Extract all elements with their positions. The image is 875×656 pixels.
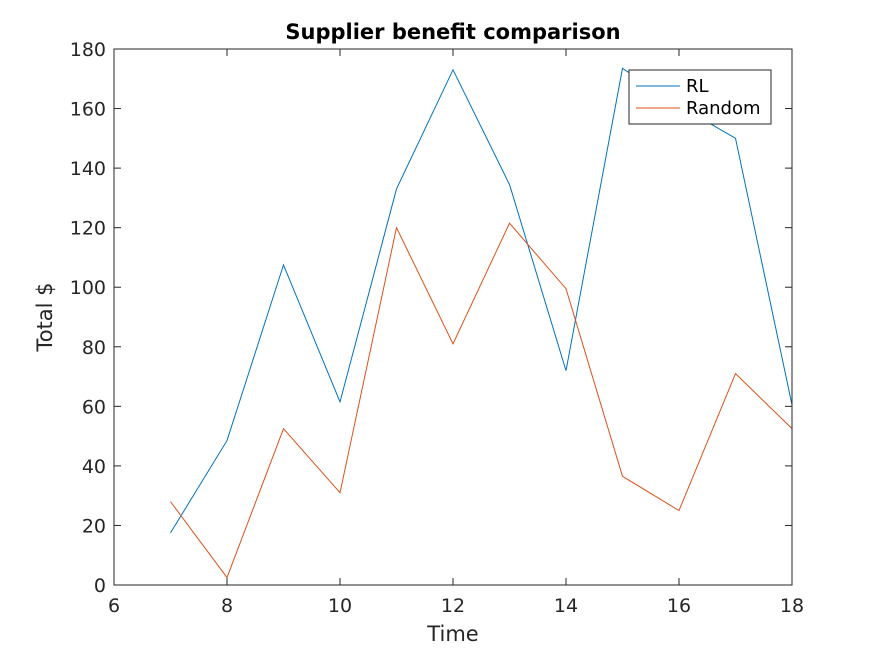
y-tick-label: 80 [82, 337, 106, 359]
legend-label-random: Random [686, 98, 761, 119]
legend: RL Random [628, 69, 772, 125]
y-tick-label: 180 [70, 39, 106, 61]
x-tick-label: 6 [108, 595, 120, 617]
plot-area [114, 49, 792, 585]
x-tick-label: 18 [780, 595, 804, 617]
y-tick-label: 120 [70, 218, 106, 240]
legend-box [628, 69, 772, 125]
x-tick-label: 12 [441, 595, 465, 617]
y-tick-label: 20 [82, 515, 106, 537]
y-tick-label: 100 [70, 277, 106, 299]
x-tick-label: 16 [667, 595, 691, 617]
x-tick-label: 14 [554, 595, 578, 617]
y-tick-label: 160 [70, 99, 106, 121]
x-tick-label: 8 [221, 595, 233, 617]
y-tick-label: 40 [82, 456, 106, 478]
y-tick-label: 140 [70, 158, 106, 180]
x-tick-label: 10 [328, 595, 352, 617]
series-line-random [170, 222, 793, 579]
legend-label-rl: RL [686, 76, 709, 97]
y-tick-label: 0 [94, 575, 106, 597]
y-axis-label: Total $ [33, 282, 57, 352]
y-tick-label: 60 [82, 396, 106, 418]
chart-title: Supplier benefit comparison [285, 20, 620, 44]
x-axis-label: Time [426, 622, 478, 646]
